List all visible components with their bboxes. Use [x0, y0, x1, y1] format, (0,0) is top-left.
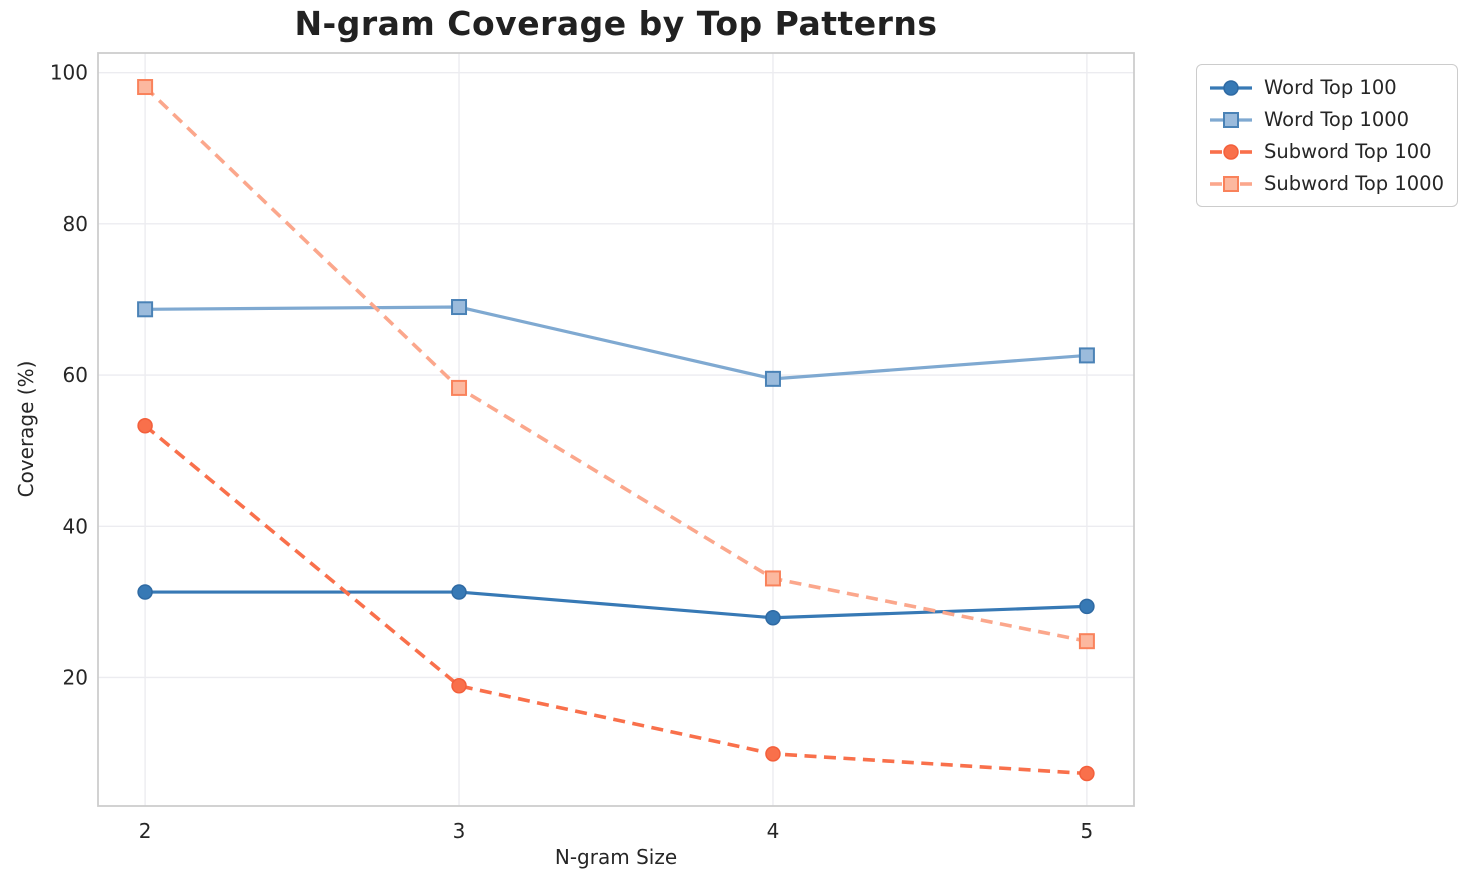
data-point-word-top-100: [765, 610, 781, 626]
legend-label-word-top-100: Word Top 100: [1264, 76, 1397, 99]
series-line-subword-top-1000: [143, 85, 1088, 643]
data-point-word-top-100: [451, 584, 467, 600]
data-point-subword-top-100: [451, 678, 467, 694]
legend-swatch-subword-top-1000-icon: [1208, 171, 1254, 197]
data-point-subword-top-1000: [1078, 633, 1095, 650]
data-point-word-top-100: [1079, 598, 1095, 615]
legend-label-word-top-1000: Word Top 1000: [1264, 108, 1410, 131]
series-line-word-top-1000: [145, 305, 1088, 381]
legend-swatch-word-top-100-icon: [1208, 75, 1254, 101]
legend-item-subword-top-1000: Subword Top 1000: [1208, 170, 1446, 197]
data-point-word-top-1000: [137, 301, 154, 318]
data-point-subword-top-100: [765, 746, 781, 762]
y-tick-label: 80: [63, 212, 88, 236]
series-word-top-100: [137, 584, 1095, 626]
y-tick-label: 20: [63, 665, 88, 689]
data-point-word-top-1000: [451, 299, 468, 316]
data-point-subword-top-1000: [764, 570, 781, 587]
legend-swatch-subword-top-100-icon: [1208, 139, 1254, 165]
data-point-subword-top-100: [137, 417, 153, 434]
plot-border: [97, 52, 1135, 807]
series-word-top-1000: [137, 299, 1095, 387]
data-point-subword-top-100: [1079, 765, 1095, 782]
legend-item-word-top-100: Word Top 100: [1208, 74, 1446, 101]
y-tick-label: 60: [63, 363, 88, 387]
legend-label-subword-top-100: Subword Top 100: [1264, 140, 1432, 163]
legend-label-subword-top-1000: Subword Top 1000: [1264, 172, 1444, 195]
data-point-subword-top-1000: [451, 379, 468, 396]
series-subword-top-1000: [137, 79, 1095, 650]
legend: Word Top 100 Word Top 1000 Subword Top 1…: [1196, 64, 1458, 207]
series-line-word-top-100: [145, 590, 1087, 620]
y-axis-label: Coverage (%): [14, 360, 38, 498]
y-tick-label: 40: [63, 514, 88, 538]
data-point-word-top-100: [137, 584, 153, 600]
series-subword-top-100: [137, 417, 1095, 782]
y-tick-label: 100: [50, 61, 88, 85]
x-tick-label: 2: [139, 819, 152, 843]
legend-item-subword-top-100: Subword Top 100: [1208, 138, 1446, 165]
legend-swatch-word-top-1000-icon: [1208, 107, 1254, 133]
chart-title: N-gram Coverage by Top Patterns: [294, 4, 938, 43]
data-point-subword-top-1000: [137, 79, 154, 96]
x-tick-label: 4: [767, 819, 780, 843]
x-tick-label: 3: [453, 819, 466, 843]
data-point-word-top-1000: [1078, 347, 1095, 364]
legend-item-word-top-1000: Word Top 1000: [1208, 106, 1446, 133]
data-point-word-top-1000: [764, 370, 781, 387]
x-tick-label: 5: [1081, 819, 1094, 843]
x-axis-label: N-gram Size: [554, 845, 678, 869]
series-line-subword-top-100: [143, 424, 1088, 776]
